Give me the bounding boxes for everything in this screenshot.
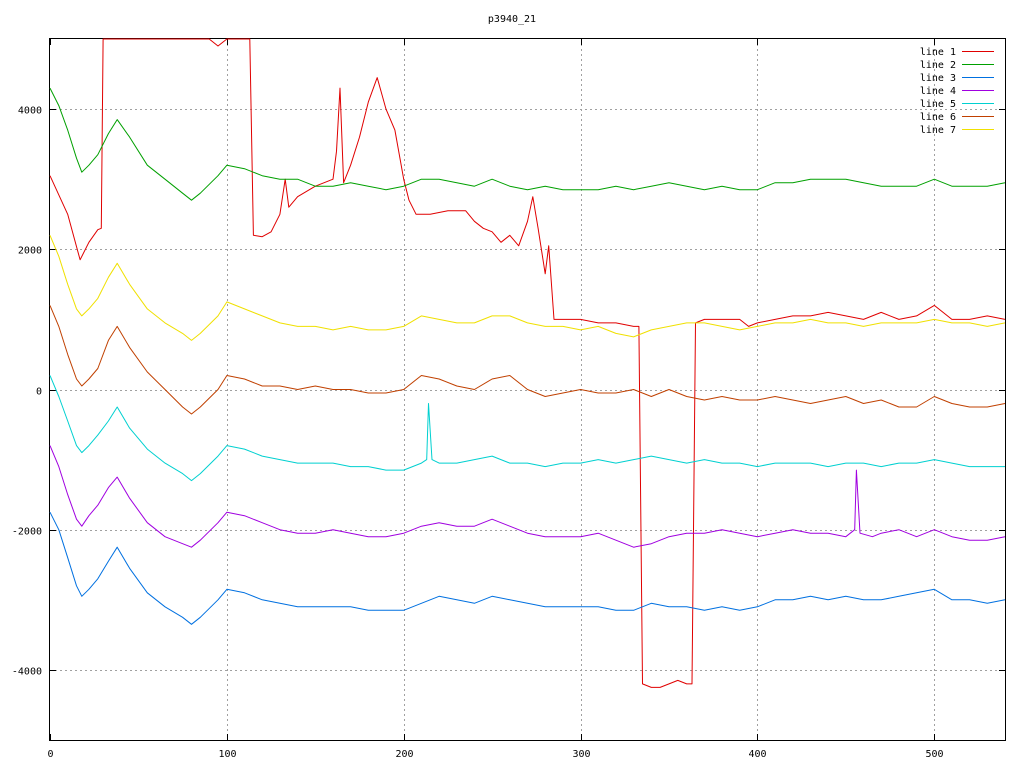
x-tick-label: 200 [395,749,413,760]
legend-label: line 5 [920,99,956,110]
legend-label: line 1 [920,47,956,58]
series-1-line [49,38,1006,688]
y-tick-label: 2000 [18,246,42,257]
chart-title: p3940_21 [488,14,536,25]
y-tick-label: 4000 [18,106,42,117]
legend-label: line 3 [920,73,956,84]
series-5-line [49,375,1005,482]
x-tick-label: 400 [748,749,766,760]
series-6-line [49,305,1006,415]
series-layer [49,38,1006,688]
legend-label: line 2 [920,60,956,71]
series-7-line [49,235,1006,341]
plot-frame [49,38,1006,741]
series-4-line [49,445,1006,548]
legend-label: line 7 [920,125,956,136]
y-axis: -4000 -2000 0 2000 4000 [12,106,1005,678]
x-tick-label: 0 [47,749,53,760]
legend-label: line 4 [920,86,956,97]
y-tick-label: -2000 [12,527,42,538]
x-tick-label: 100 [218,749,236,760]
legend: line 1 line 2 line 3 line 4 line 5 line 6 line… [920,47,994,136]
legend-label: line 6 [920,112,956,123]
series-2-line [49,87,1006,201]
x-axis: 0 100 200 300 400 500 [47,39,944,760]
y-tick-label: 0 [36,387,42,398]
x-tick-label: 300 [572,749,590,760]
series-3-line [49,511,1006,625]
x-tick-label: 500 [925,749,943,760]
y-tick-label: -4000 [12,667,42,678]
